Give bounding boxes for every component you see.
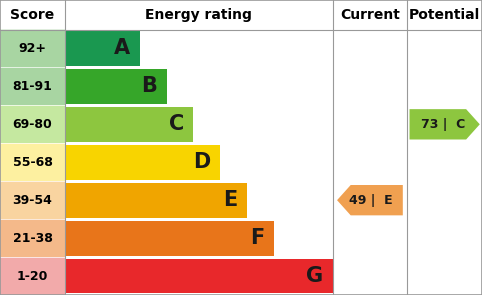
Bar — [65, 145, 220, 180]
Text: Current: Current — [340, 8, 400, 22]
Text: 69-80: 69-80 — [13, 118, 53, 131]
Text: 1-20: 1-20 — [17, 270, 48, 283]
Text: 92+: 92+ — [18, 42, 47, 55]
Text: Energy rating: Energy rating — [146, 8, 252, 22]
Bar — [0, 68, 65, 105]
Bar — [0, 181, 65, 219]
Text: 49 |  E: 49 | E — [349, 194, 393, 207]
Polygon shape — [337, 185, 403, 215]
Text: B: B — [141, 76, 157, 96]
Bar — [0, 219, 65, 257]
Bar — [0, 105, 65, 143]
Bar — [65, 31, 140, 66]
Bar — [65, 259, 333, 294]
Polygon shape — [410, 109, 480, 140]
Bar — [0, 257, 65, 295]
Text: 81-91: 81-91 — [13, 80, 53, 93]
Text: A: A — [114, 38, 130, 58]
Text: 55-68: 55-68 — [13, 156, 53, 169]
Bar — [65, 183, 247, 218]
Bar — [65, 69, 167, 104]
Bar — [65, 221, 274, 255]
Text: 39-54: 39-54 — [13, 194, 53, 207]
Text: Potential: Potential — [409, 8, 480, 22]
Text: F: F — [250, 228, 264, 248]
Bar — [0, 143, 65, 181]
Text: C: C — [169, 114, 184, 134]
Text: 73 |  C: 73 | C — [421, 118, 466, 131]
Bar — [0, 30, 65, 68]
Text: E: E — [223, 190, 237, 210]
Bar — [65, 107, 193, 142]
Text: D: D — [193, 152, 211, 172]
Text: G: G — [306, 266, 323, 286]
Text: Score: Score — [11, 8, 54, 22]
Text: 21-38: 21-38 — [13, 232, 53, 245]
